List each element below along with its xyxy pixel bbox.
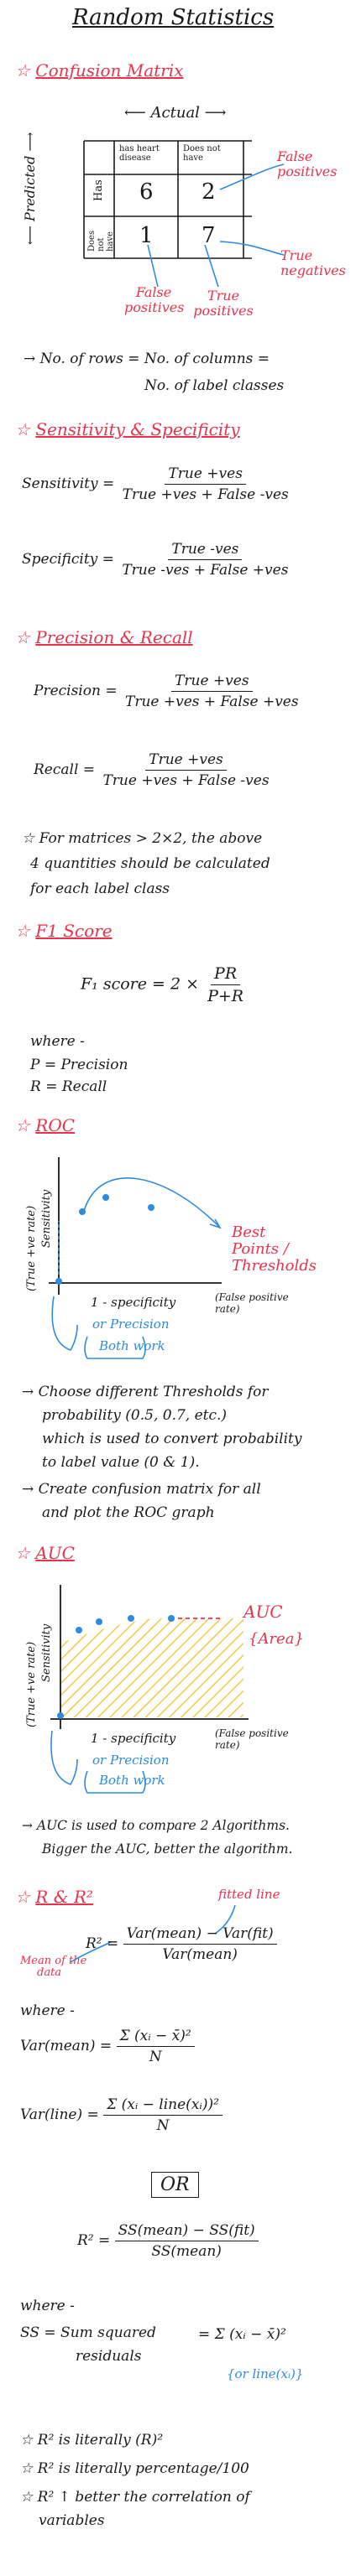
cell-fn: 1 (139, 223, 154, 248)
r2-heading: ☆ R & R² (15, 1887, 93, 1907)
confusion-matrix-heading: ☆ Confusion Matrix (15, 60, 184, 80)
roc-x-label: 1 - specificity (91, 1295, 176, 1310)
roc-note2-line1: → Create confusion matrix for all (22, 1481, 261, 1498)
precision-formula: Precision = True +ves True +ves + False +… (34, 673, 299, 710)
r2-formula-2: R² = SS(mean) − SS(fit) SS(mean) (77, 2222, 259, 2260)
ss-or-line: {or line(xᵢ)} (227, 2366, 304, 2381)
f1-where: where - (30, 1033, 85, 1050)
ss-def-line2: residuals (76, 2348, 142, 2365)
r2-fact-3: ☆ R² ↑ better the correlation of (20, 2489, 250, 2506)
matrix-note-line3: for each label class (30, 880, 170, 897)
roc-both-work: Both work (99, 1338, 165, 1353)
confusion-note-line1: → No. of rows = No. of columns = (24, 351, 270, 367)
r2-fact-2: ☆ R² is literally percentage/100 (20, 2460, 249, 2477)
col1-header: has heart disease (119, 144, 160, 163)
or-box: OR (151, 2172, 199, 2198)
f1-recall-def: R = Recall (30, 1078, 107, 1095)
r2-fact-3-cont: variables (39, 2512, 105, 2529)
roc-or-precision: or Precision (92, 1317, 170, 1332)
cell-tp: 6 (139, 179, 154, 205)
r2-where: where - (20, 2002, 75, 2019)
f1-heading: ☆ F1 Score (15, 921, 113, 941)
false-positives-bottom-label: False positives (124, 284, 185, 315)
var-line-formula: Var(line) = Σ (xᵢ − line(xᵢ))² N (20, 2096, 222, 2134)
r2-formula-1: R² = Var(mean) − Var(fit) Var(mean) (86, 1925, 277, 1963)
roc-x-label2: (False positive rate) (215, 1291, 289, 1315)
recall-formula: Recall = True +ves True +ves + False -ves (34, 751, 270, 789)
auc-both-work: Both work (99, 1773, 165, 1788)
roc-note1-line3: which is used to convert probability (42, 1431, 302, 1447)
roc-heading: ☆ ROC (15, 1115, 76, 1135)
auc-x-label: 1 - specificity (91, 1731, 176, 1746)
specificity-formula: Specificity = True -ves True -ves + False… (22, 541, 289, 579)
sensitivity-formula: Sensitivity = True +ves True +ves + False… (22, 465, 289, 503)
auc-label: AUC (243, 1602, 283, 1622)
matrix-note-line2: 4 quantities should be calculated (30, 855, 270, 872)
auc-heading: ☆ AUC (15, 1543, 75, 1563)
roc-note1-line2: probability (0.5, 0.7, etc.) (42, 1407, 228, 1424)
false-positives-label: False positives (277, 148, 338, 179)
confusion-note-line2: No. of label classes (144, 377, 285, 394)
cell-tn: 7 (202, 223, 216, 248)
cell-fp: 2 (202, 179, 216, 205)
precision-recall-heading: ☆ Precision & Recall (15, 627, 193, 647)
ss-def-rhs: = Σ (xᵢ − x̄)² (198, 2326, 286, 2343)
roc-note1-line4: to label value (0 & 1). (42, 1454, 200, 1471)
page-title: Random Statistics (72, 5, 275, 30)
true-negatives-label: True negatives (280, 247, 346, 278)
r2-where-2: where - (20, 2298, 75, 2314)
col2-header: Does not have (183, 144, 221, 163)
roc-best-label: Best Points / Thresholds (232, 1223, 317, 1275)
r2-fact-1: ☆ R² is literally (R)² (20, 2432, 164, 2449)
auc-x-label2: (False positive rate) (215, 1727, 289, 1751)
matrix-note-line1: ☆ For matrices > 2×2, the above (22, 830, 263, 847)
f1-formula: F₁ score = 2 × PR P+R (81, 964, 244, 1005)
var-mean-formula: Var(mean) = Σ (xᵢ − x̄)² N (20, 2028, 195, 2065)
sensitivity-specificity-heading: ☆ Sensitivity & Specificity (15, 419, 240, 439)
auc-or-precision: or Precision (92, 1753, 170, 1768)
roc-note2-line2: and plot the ROC graph (42, 1504, 215, 1521)
auc-note-line2: Bigger the AUC, better the algorithm. (42, 1841, 293, 1857)
auc-note-line1: → AUC is used to compare 2 Algorithms. (22, 1818, 290, 1833)
actual-label: ⟵ Actual ⟶ (124, 104, 227, 122)
true-positives-label: True positives (193, 288, 254, 319)
fitted-line-label: fitted line (218, 1887, 280, 1902)
roc-note1-line1: → Choose different Thresholds for (22, 1384, 269, 1400)
ss-def-line1: SS = Sum squared (20, 2324, 156, 2341)
mean-of-data-label: Mean of the data (20, 1955, 87, 1979)
f1-precision-def: P = Precision (30, 1057, 128, 1073)
auc-area-label: {Area} (249, 1630, 304, 1648)
